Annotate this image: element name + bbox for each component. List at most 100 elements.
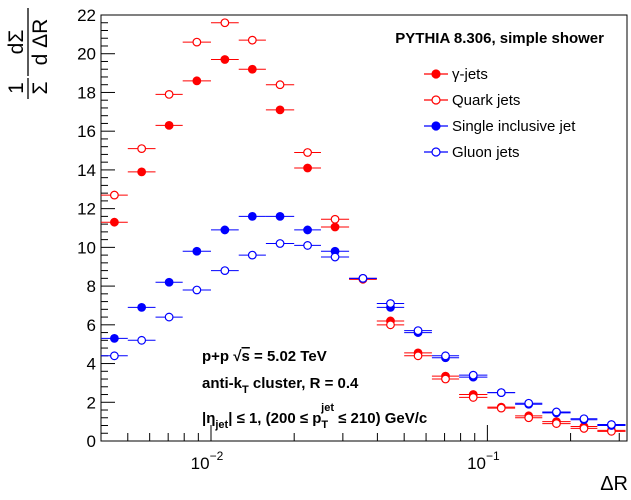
ann-text: p+p [202,348,233,365]
legend-marker [431,95,441,105]
annotation-collision: p+p √s = 5.02 TeV [202,348,327,365]
data-point [487,388,516,397]
marker [275,239,285,248]
marker [220,225,230,235]
data-point [320,252,350,262]
annotation-algorithm: anti-kT cluster, R = 0.4 [202,375,359,396]
marker [524,398,534,408]
marker [192,285,202,295]
data-point [127,167,156,177]
marker [441,374,450,384]
marker [552,407,561,417]
data-point [210,225,239,235]
marker [247,250,257,260]
legend-label: Single inclusive jet [452,118,576,135]
data-point [459,393,488,402]
y-tick-label: 4 [87,355,96,374]
data-point [265,105,295,115]
x-tick-exponent: −1 [486,449,500,463]
marker [330,222,340,232]
marker [330,252,340,262]
data-point [101,333,128,343]
series--jets [101,55,626,435]
legend-item: γ-jets [424,66,488,83]
y-tick-label: 10 [77,238,96,257]
marker [137,144,147,154]
y-label-dr: d ΔR [29,19,52,66]
y-tick-label: 20 [77,45,96,64]
x-tick-base: 10 [467,454,486,473]
data-point [182,246,211,256]
marker [468,370,478,380]
ann-text: |η [202,410,215,427]
ann-text: = 5.02 TeV [250,348,327,365]
data-point [210,18,239,28]
data-point [265,80,295,90]
marker [220,55,230,64]
data-point [376,320,405,330]
marker [303,241,312,250]
marker [579,414,589,424]
marker [247,35,257,45]
x-tick-exponent: −2 [210,449,224,463]
marker [524,413,534,423]
data-point [404,351,432,361]
marker [441,351,450,361]
legend-label: Gluon jets [452,144,520,161]
data-point [265,211,295,221]
x-tick-base: 10 [191,454,210,473]
ann-root-sign: √ [233,348,242,365]
marker [303,148,312,157]
marker [552,419,561,428]
data-point [542,419,571,428]
marker [496,388,506,397]
y-tick-label: 16 [77,122,96,141]
data-point [155,120,183,130]
y-label-sigma: Σ [29,81,52,94]
y-tick-label: 6 [87,316,96,335]
marker [192,76,202,86]
marker [496,403,506,413]
data-point [376,299,405,308]
y-tick-label: 22 [77,6,96,25]
marker [109,333,119,343]
legend-label: γ-jets [452,66,488,83]
data-point [294,241,321,250]
data-point [238,250,266,260]
legend-marker [431,69,441,79]
x-tick-label: 10−1 [467,449,500,473]
y-tick-label: 18 [77,83,96,102]
y-tick-label: 2 [87,393,96,412]
data-point [515,413,543,423]
ann-text: ≤ 210) GeV/c [334,410,427,427]
plot-frame [100,14,628,442]
data-point [320,214,350,224]
data-point [182,285,211,295]
marker [386,320,395,330]
data-point [294,163,321,173]
marker [303,163,312,173]
data-point [155,312,183,322]
marker [137,335,147,345]
data-point [570,414,598,424]
marker [192,37,202,47]
legend-item: Single inclusive jet [424,118,576,135]
legend: γ-jets Quark jets Single inclusive jet Gluo… [424,66,576,161]
marker [109,190,119,200]
annotation-kinematics: |ηjet| ≤ 1, (200 ≤ pTjet ≤ 210) GeV/c [202,402,427,431]
marker [275,105,285,115]
data-point [515,398,543,408]
y-tick-label: 12 [77,200,96,219]
annotations: p+p √s = 5.02 TeV anti-kT cluster, R = 0… [202,348,427,431]
y-axis-label: 1 Σ dΣ d ΔR [5,8,52,99]
marker [137,167,147,177]
y-tick-label: 0 [87,432,96,451]
data-point [431,374,460,384]
data-point [320,222,350,232]
ann-text: | ≤ 1, (200 ≤ p [228,410,321,427]
series-single-inclusive-jet [101,211,626,430]
data-point [265,239,295,248]
